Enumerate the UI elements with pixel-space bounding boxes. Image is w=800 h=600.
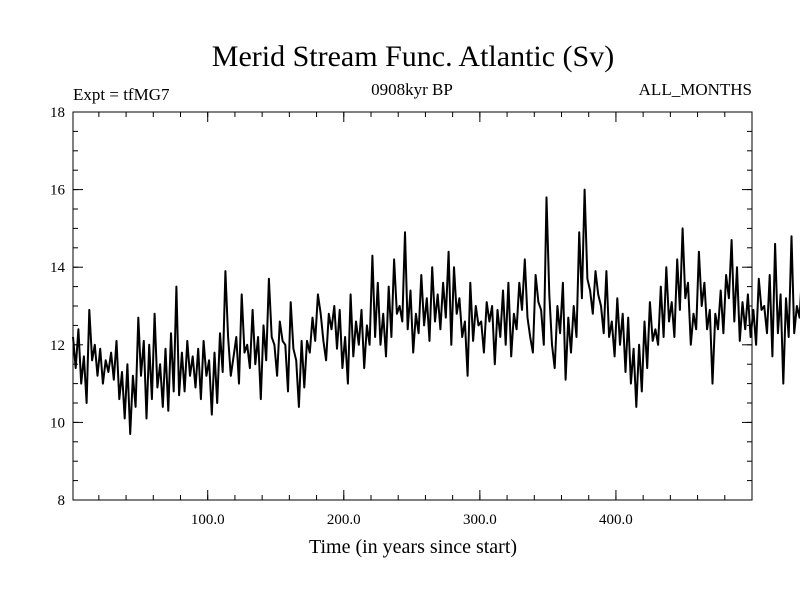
series-layer	[72, 188, 800, 435]
subtitle-center: 0908kyr BP	[371, 80, 453, 99]
y-tick-label: 10	[50, 415, 65, 431]
x-tick-label: 400.0	[599, 512, 633, 528]
x-axis: 100.0 200.0 300.0 400.0	[191, 112, 633, 528]
subtitle-right: ALL_MONTHS	[639, 80, 752, 99]
x-tick-label: 200.0	[327, 512, 361, 528]
subtitle-left: Expt = tfMG7	[73, 85, 170, 104]
y-tick-label: 18	[50, 105, 65, 121]
y-axis: 8 10 12 14 16 18	[50, 105, 752, 509]
y-tick-label: 14	[50, 260, 66, 276]
x-tick-label: 300.0	[463, 512, 497, 528]
x-tick-label: 100.0	[191, 512, 225, 528]
y-tick-label: 12	[50, 338, 65, 354]
series-line	[72, 188, 800, 435]
y-tick-label: 8	[58, 493, 66, 509]
x-axis-label: Time (in years since start)	[309, 536, 517, 558]
chart-title: Merid Stream Func. Atlantic (Sv)	[212, 40, 614, 73]
y-tick-label: 16	[50, 183, 66, 199]
